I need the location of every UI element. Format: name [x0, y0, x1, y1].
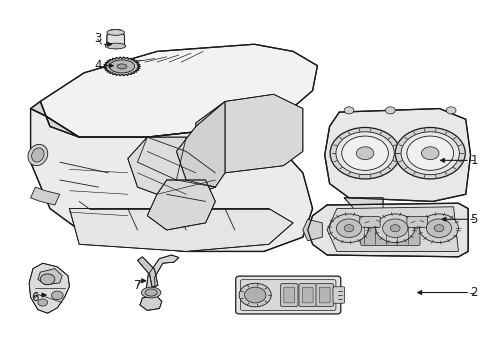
Text: 1: 1 [469, 154, 477, 167]
Circle shape [336, 219, 361, 238]
Text: 6: 6 [31, 291, 38, 305]
Polygon shape [146, 255, 179, 289]
Polygon shape [324, 109, 469, 202]
Ellipse shape [28, 144, 48, 166]
Circle shape [51, 291, 63, 300]
Text: 7: 7 [134, 279, 141, 292]
Text: 5: 5 [469, 213, 477, 226]
Ellipse shape [109, 60, 134, 73]
Circle shape [406, 136, 453, 170]
Circle shape [421, 147, 438, 159]
Text: 3: 3 [94, 32, 101, 45]
FancyBboxPatch shape [302, 287, 312, 303]
Ellipse shape [141, 287, 161, 298]
Polygon shape [30, 109, 312, 251]
Polygon shape [69, 208, 292, 251]
Polygon shape [344, 198, 382, 208]
FancyBboxPatch shape [360, 225, 419, 246]
Circle shape [419, 214, 458, 243]
FancyBboxPatch shape [235, 276, 340, 314]
Ellipse shape [117, 64, 126, 69]
Polygon shape [307, 203, 467, 257]
Circle shape [329, 214, 368, 243]
Polygon shape [103, 57, 140, 76]
Circle shape [344, 107, 353, 114]
Polygon shape [326, 207, 458, 251]
Ellipse shape [105, 43, 125, 49]
FancyBboxPatch shape [280, 284, 297, 306]
Circle shape [375, 214, 414, 243]
Circle shape [356, 147, 373, 159]
Circle shape [335, 132, 393, 175]
Polygon shape [137, 257, 158, 287]
Circle shape [400, 132, 458, 175]
FancyBboxPatch shape [284, 287, 294, 303]
Polygon shape [176, 102, 224, 187]
Polygon shape [140, 296, 162, 310]
Polygon shape [196, 94, 302, 173]
Polygon shape [127, 137, 215, 202]
Circle shape [244, 287, 265, 303]
Polygon shape [147, 180, 215, 230]
Text: 4: 4 [94, 59, 101, 72]
Circle shape [341, 136, 387, 170]
Circle shape [446, 107, 455, 114]
Circle shape [329, 127, 399, 179]
Polygon shape [107, 30, 124, 49]
FancyBboxPatch shape [406, 216, 427, 228]
Ellipse shape [107, 30, 124, 35]
Circle shape [394, 127, 464, 179]
Circle shape [389, 225, 399, 232]
Ellipse shape [32, 148, 44, 162]
Ellipse shape [145, 289, 157, 296]
Polygon shape [30, 102, 79, 137]
FancyBboxPatch shape [332, 287, 344, 303]
FancyBboxPatch shape [319, 287, 329, 303]
Circle shape [239, 283, 271, 307]
Text: 2: 2 [469, 286, 477, 299]
Circle shape [433, 225, 443, 232]
Polygon shape [38, 269, 62, 285]
Circle shape [38, 299, 47, 306]
Circle shape [382, 219, 407, 238]
Circle shape [385, 107, 394, 114]
FancyBboxPatch shape [240, 280, 335, 310]
Polygon shape [29, 263, 69, 313]
FancyBboxPatch shape [359, 216, 379, 228]
Circle shape [344, 225, 353, 232]
Circle shape [40, 274, 55, 285]
Circle shape [426, 219, 451, 238]
Polygon shape [30, 187, 60, 205]
Polygon shape [302, 219, 322, 241]
Polygon shape [40, 44, 317, 137]
FancyBboxPatch shape [315, 284, 333, 306]
FancyBboxPatch shape [298, 284, 316, 306]
